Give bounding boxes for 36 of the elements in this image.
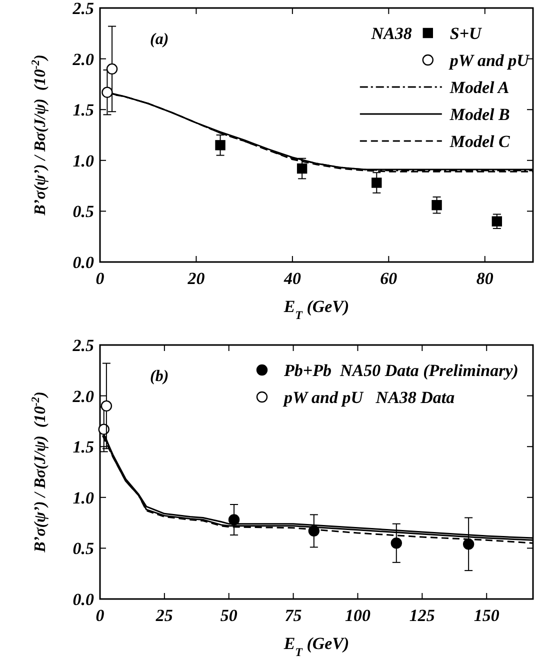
y-tick-label: 1.0 bbox=[72, 488, 94, 508]
y-tick-label: 0.0 bbox=[72, 590, 94, 609]
y-tick-label: 2.0 bbox=[72, 386, 94, 406]
x-tick-label: 0 bbox=[96, 269, 105, 288]
x-tick-label: 60 bbox=[380, 269, 398, 288]
annotation: (b) bbox=[150, 368, 169, 385]
legend-label: pW and pU NA38 Data bbox=[282, 388, 456, 407]
x-tick-label: 25 bbox=[154, 606, 174, 625]
legend-label: Model A bbox=[448, 78, 510, 97]
y-tick-label: 2.5 bbox=[72, 0, 94, 18]
x-axis-title: E$_{T}$ (GeV) bbox=[282, 634, 350, 659]
x-tick-label: 20 bbox=[186, 269, 206, 288]
legend-label: Model C bbox=[448, 132, 511, 151]
x-tick-label: 40 bbox=[282, 269, 302, 288]
y-tick-label: 2.0 bbox=[72, 50, 94, 69]
x-tick-label: 50 bbox=[220, 606, 238, 625]
x-tick-label: 75 bbox=[284, 606, 302, 625]
x-axis-title: E$_{T}$ (GeV) bbox=[282, 297, 350, 322]
legend-label: S+U bbox=[450, 24, 482, 43]
y-tick-label: 1.0 bbox=[72, 151, 94, 170]
y-tick-label: 0.0 bbox=[72, 253, 94, 272]
x-tick-label: 0 bbox=[96, 606, 105, 625]
x-tick-label: 125 bbox=[409, 606, 436, 625]
y-tick-label: 1.5 bbox=[72, 438, 94, 457]
annotation: (a) bbox=[150, 31, 169, 48]
x-tick-label: 80 bbox=[476, 269, 494, 288]
y-tick-label: 0.5 bbox=[72, 202, 94, 222]
legend-title: NA38 bbox=[370, 24, 412, 43]
legend-label: pW and pU bbox=[448, 51, 530, 70]
legend-label: Pb+Pb NA50 Data (Preliminary) bbox=[283, 361, 518, 380]
x-tick-label: 150 bbox=[474, 606, 500, 625]
legend-label: Model B bbox=[448, 105, 510, 124]
y-tick-label: 2.5 bbox=[72, 336, 94, 355]
y-tick-label: 0.5 bbox=[72, 539, 94, 558]
y-tick-label: 1.5 bbox=[72, 100, 94, 120]
x-tick-label: 100 bbox=[344, 606, 371, 625]
